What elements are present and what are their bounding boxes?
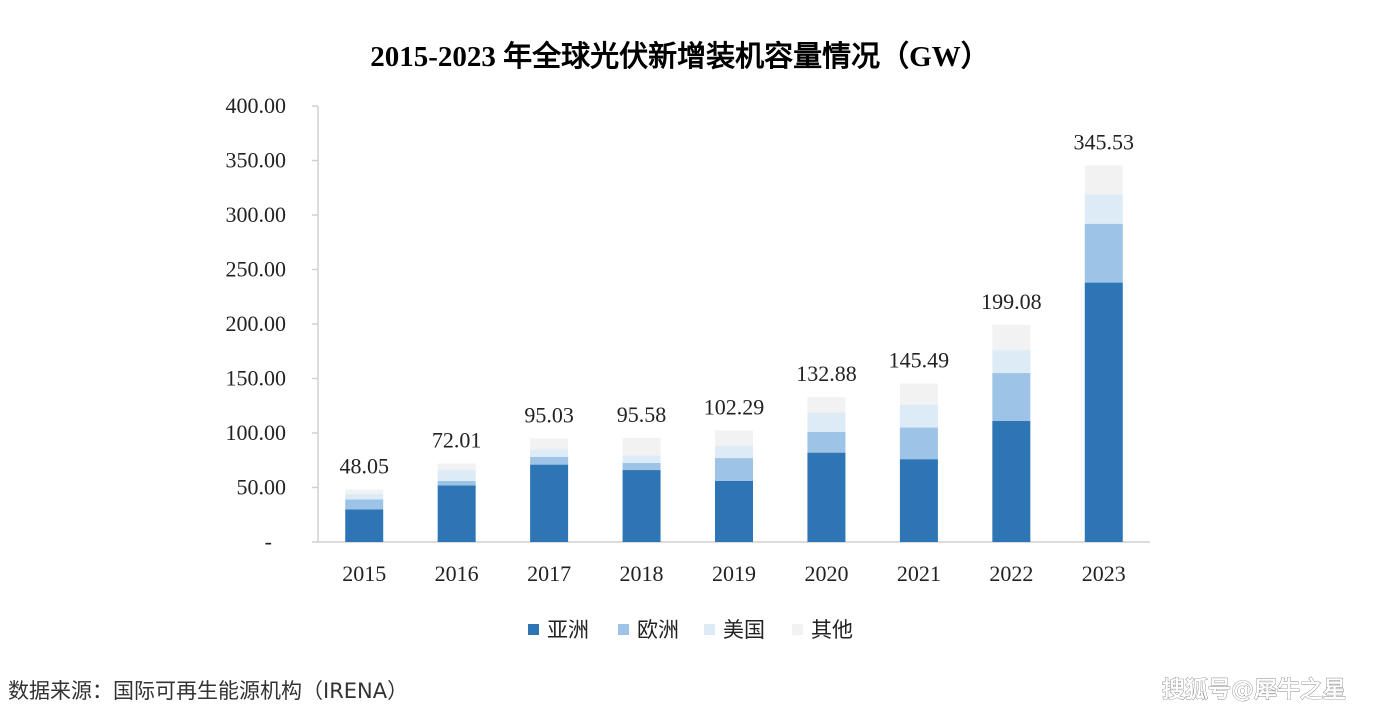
- bar-segment: [899, 459, 938, 542]
- bar-segment: [807, 412, 846, 432]
- x-tick-label: 2016: [435, 561, 479, 586]
- bar-segment: [622, 455, 661, 463]
- bar-segment: [899, 404, 938, 428]
- watermark: 搜狐号@犀牛之星: [1162, 676, 1346, 703]
- bar-segment: [1084, 282, 1123, 542]
- bar-segment: [345, 499, 384, 510]
- bar-segment: [715, 480, 753, 542]
- legend-label: 亚洲: [547, 618, 589, 642]
- total-data-label: 132.88: [796, 361, 857, 386]
- legend-label: 其他: [811, 618, 853, 642]
- bar-segment: [530, 438, 569, 450]
- bar-segment: [992, 325, 1031, 351]
- total-data-label: 95.03: [524, 402, 574, 427]
- x-tick-label: 2023: [1082, 561, 1126, 586]
- y-tick-label: 250.00: [226, 257, 287, 282]
- y-tick-label: 50.00: [237, 475, 287, 500]
- bar-segment: [437, 463, 476, 471]
- bar-segment: [530, 449, 569, 457]
- y-tick-label: 350.00: [226, 148, 287, 173]
- bar-segment: [899, 427, 938, 460]
- y-tick-label: 300.00: [226, 202, 287, 227]
- total-data-label: 345.53: [1074, 129, 1135, 154]
- bar-segment: [1084, 194, 1123, 224]
- bar-segment: [715, 446, 753, 459]
- x-tick-label: 2021: [897, 561, 941, 586]
- legend-swatch: [618, 624, 629, 635]
- bar-segment: [992, 373, 1031, 422]
- x-tick-label: 2018: [620, 561, 664, 586]
- total-data-label: 95.58: [617, 402, 667, 427]
- x-tick-label: 2022: [989, 561, 1033, 586]
- bar-segment: [345, 509, 384, 542]
- x-tick-label: 2020: [804, 561, 848, 586]
- total-labels: 48.05 72.01 95.03 95.58 102.29 132.88 145.49 19…: [339, 129, 1134, 478]
- bar-segment: [530, 456, 569, 465]
- legend-swatch: [528, 624, 539, 635]
- y-tick-label: 100.00: [226, 420, 287, 445]
- bar-segment: [807, 397, 846, 413]
- total-data-label: 72.01: [432, 428, 482, 453]
- source-note: 数据来源：国际可再生能源机构（IRENA）: [8, 679, 408, 703]
- bar-segment: [622, 470, 661, 542]
- y-tick-label: 400.00: [226, 93, 287, 118]
- y-axis: - 50.00 100.00 150.00 200.00 250.00 300.00 350.…: [226, 93, 319, 554]
- legend-swatch: [704, 624, 715, 635]
- legend: 亚洲 欧洲 美国 其他: [528, 618, 853, 642]
- legend-label: 美国: [723, 618, 765, 642]
- bar-segment: [807, 431, 846, 453]
- bar-segment: [992, 421, 1031, 542]
- bar-segment: [437, 485, 476, 542]
- bar-segment: [437, 470, 476, 481]
- bar-segment: [622, 462, 661, 471]
- bars: [345, 165, 1123, 542]
- x-tick-label: 2015: [342, 561, 386, 586]
- total-data-label: 199.08: [981, 289, 1042, 314]
- bar-segment: [345, 494, 384, 500]
- bar-segment: [345, 489, 384, 495]
- y-tick-label: 150.00: [226, 366, 287, 391]
- bar-segment: [992, 350, 1031, 374]
- bar-segment: [1084, 223, 1123, 283]
- legend-label: 欧洲: [637, 618, 679, 642]
- y-tick-label: -: [265, 529, 272, 554]
- bar-segment: [437, 480, 476, 486]
- total-data-label: 145.49: [889, 347, 950, 372]
- y-tick-label: 200.00: [226, 311, 287, 336]
- total-data-label: 102.29: [704, 395, 765, 420]
- bar-segment: [715, 430, 753, 447]
- chart-title: 2015-2023 年全球光伏新增装机容量情况（GW）: [370, 39, 989, 73]
- bar-segment: [899, 383, 938, 405]
- bar-segment: [530, 464, 569, 542]
- legend-swatch: [792, 624, 803, 635]
- x-tick-label: 2019: [712, 561, 756, 586]
- bar-segment: [1084, 165, 1123, 195]
- total-data-label: 48.05: [339, 454, 389, 479]
- bar-segment: [715, 458, 753, 481]
- bar-segment: [807, 452, 846, 542]
- x-tick-label: 2017: [527, 561, 571, 586]
- bar-segment: [622, 437, 661, 456]
- x-axis: 2015 2016 2017 2018 2019 2020 2021 2022 2023: [318, 541, 1150, 586]
